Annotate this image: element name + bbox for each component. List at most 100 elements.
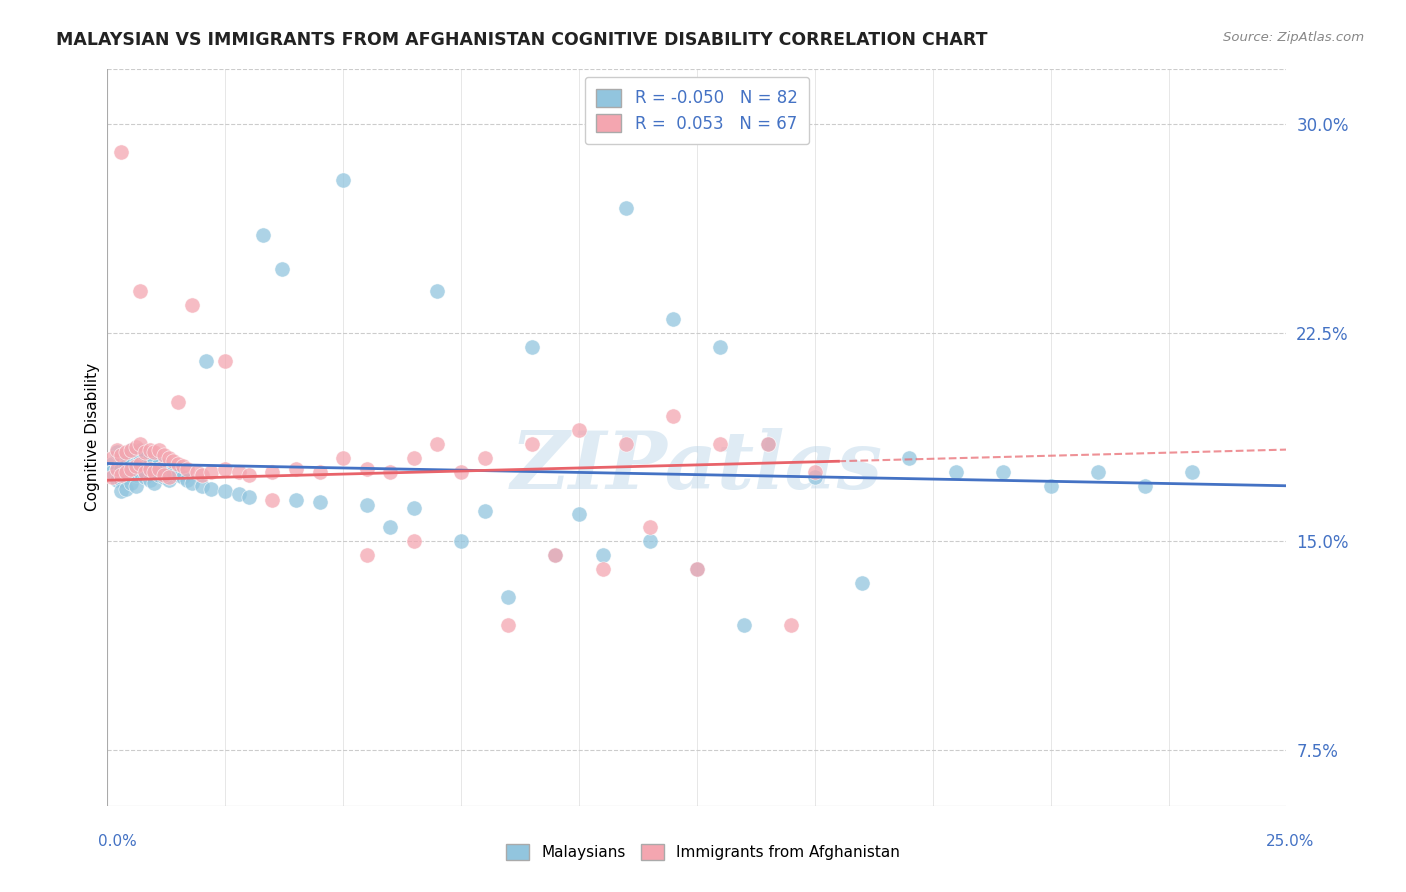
Point	[120, 475, 142, 490]
Point	[143, 475, 166, 490]
Point	[709, 340, 731, 354]
Point	[450, 465, 472, 479]
Point	[756, 437, 779, 451]
Point	[157, 450, 180, 465]
Point	[780, 617, 803, 632]
Point	[153, 467, 176, 482]
Point	[115, 459, 138, 474]
Point	[252, 228, 274, 243]
Point	[138, 473, 160, 487]
Point	[496, 590, 519, 604]
Point	[153, 459, 176, 474]
Point	[124, 457, 146, 471]
Point	[638, 520, 661, 534]
Point	[592, 549, 614, 563]
Point	[129, 457, 152, 471]
Point	[181, 298, 204, 312]
Point	[450, 534, 472, 549]
Point	[284, 462, 307, 476]
Point	[332, 450, 354, 465]
Text: 25.0%: 25.0%	[1267, 834, 1315, 849]
Point	[162, 465, 184, 479]
Point	[115, 448, 138, 462]
Text: MALAYSIAN VS IMMIGRANTS FROM AFGHANISTAN COGNITIVE DISABILITY CORRELATION CHART: MALAYSIAN VS IMMIGRANTS FROM AFGHANISTAN…	[56, 31, 988, 49]
Point	[120, 442, 142, 457]
Point	[402, 501, 425, 516]
Point	[143, 465, 166, 479]
Point	[426, 437, 449, 451]
Point	[270, 261, 292, 276]
Point	[1039, 479, 1062, 493]
Point	[190, 479, 212, 493]
Legend: Malaysians, Immigrants from Afghanistan: Malaysians, Immigrants from Afghanistan	[501, 838, 905, 866]
Point	[148, 462, 170, 476]
Point	[124, 479, 146, 493]
Point	[124, 467, 146, 482]
Point	[162, 454, 184, 468]
Point	[238, 490, 260, 504]
Point	[262, 465, 284, 479]
Point	[228, 465, 250, 479]
Point	[356, 498, 378, 512]
Point	[474, 450, 496, 465]
Point	[110, 462, 132, 476]
Point	[157, 470, 180, 484]
Point	[332, 173, 354, 187]
Point	[138, 462, 160, 476]
Point	[402, 534, 425, 549]
Point	[143, 445, 166, 459]
Point	[496, 617, 519, 632]
Point	[138, 450, 160, 465]
Legend: R = -0.050   N = 82, R =  0.053   N = 67: R = -0.050 N = 82, R = 0.053 N = 67	[585, 77, 808, 145]
Point	[709, 437, 731, 451]
Point	[474, 504, 496, 518]
Point	[110, 448, 132, 462]
Point	[105, 442, 128, 457]
Point	[167, 457, 190, 471]
Point	[176, 473, 198, 487]
Point	[138, 442, 160, 457]
Point	[898, 450, 921, 465]
Point	[115, 465, 138, 479]
Point	[592, 562, 614, 576]
Point	[214, 353, 236, 368]
Point	[105, 462, 128, 476]
Point	[120, 462, 142, 476]
Point	[120, 454, 142, 468]
Point	[120, 465, 142, 479]
Point	[686, 562, 709, 576]
Point	[115, 470, 138, 484]
Point	[134, 465, 156, 479]
Point	[134, 459, 156, 474]
Point	[214, 484, 236, 499]
Point	[195, 353, 218, 368]
Point	[124, 459, 146, 474]
Point	[167, 467, 190, 482]
Point	[110, 450, 132, 465]
Point	[110, 473, 132, 487]
Point	[134, 445, 156, 459]
Point	[172, 459, 194, 474]
Point	[214, 462, 236, 476]
Point	[756, 437, 779, 451]
Point	[157, 462, 180, 476]
Point	[101, 470, 124, 484]
Point	[1181, 465, 1204, 479]
Point	[124, 440, 146, 454]
Point	[148, 442, 170, 457]
Point	[402, 450, 425, 465]
Y-axis label: Cognitive Disability: Cognitive Disability	[86, 363, 100, 511]
Point	[129, 284, 152, 298]
Point	[308, 465, 330, 479]
Point	[733, 617, 755, 632]
Point	[129, 442, 152, 457]
Point	[101, 465, 124, 479]
Point	[115, 445, 138, 459]
Text: Source: ZipAtlas.com: Source: ZipAtlas.com	[1223, 31, 1364, 45]
Point	[1087, 465, 1109, 479]
Point	[614, 201, 637, 215]
Point	[134, 470, 156, 484]
Point	[380, 520, 402, 534]
Point	[804, 465, 827, 479]
Point	[153, 470, 176, 484]
